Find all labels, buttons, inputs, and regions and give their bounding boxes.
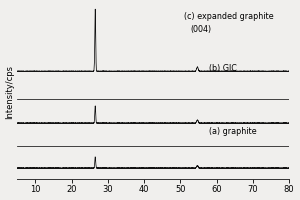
Y-axis label: Intensity/cps: Intensity/cps: [6, 65, 15, 119]
Text: (c) expanded graphite: (c) expanded graphite: [184, 12, 274, 21]
Text: (a) graphite: (a) graphite: [209, 127, 256, 136]
Text: (004): (004): [190, 25, 211, 34]
Text: (b) GIC: (b) GIC: [209, 64, 237, 73]
